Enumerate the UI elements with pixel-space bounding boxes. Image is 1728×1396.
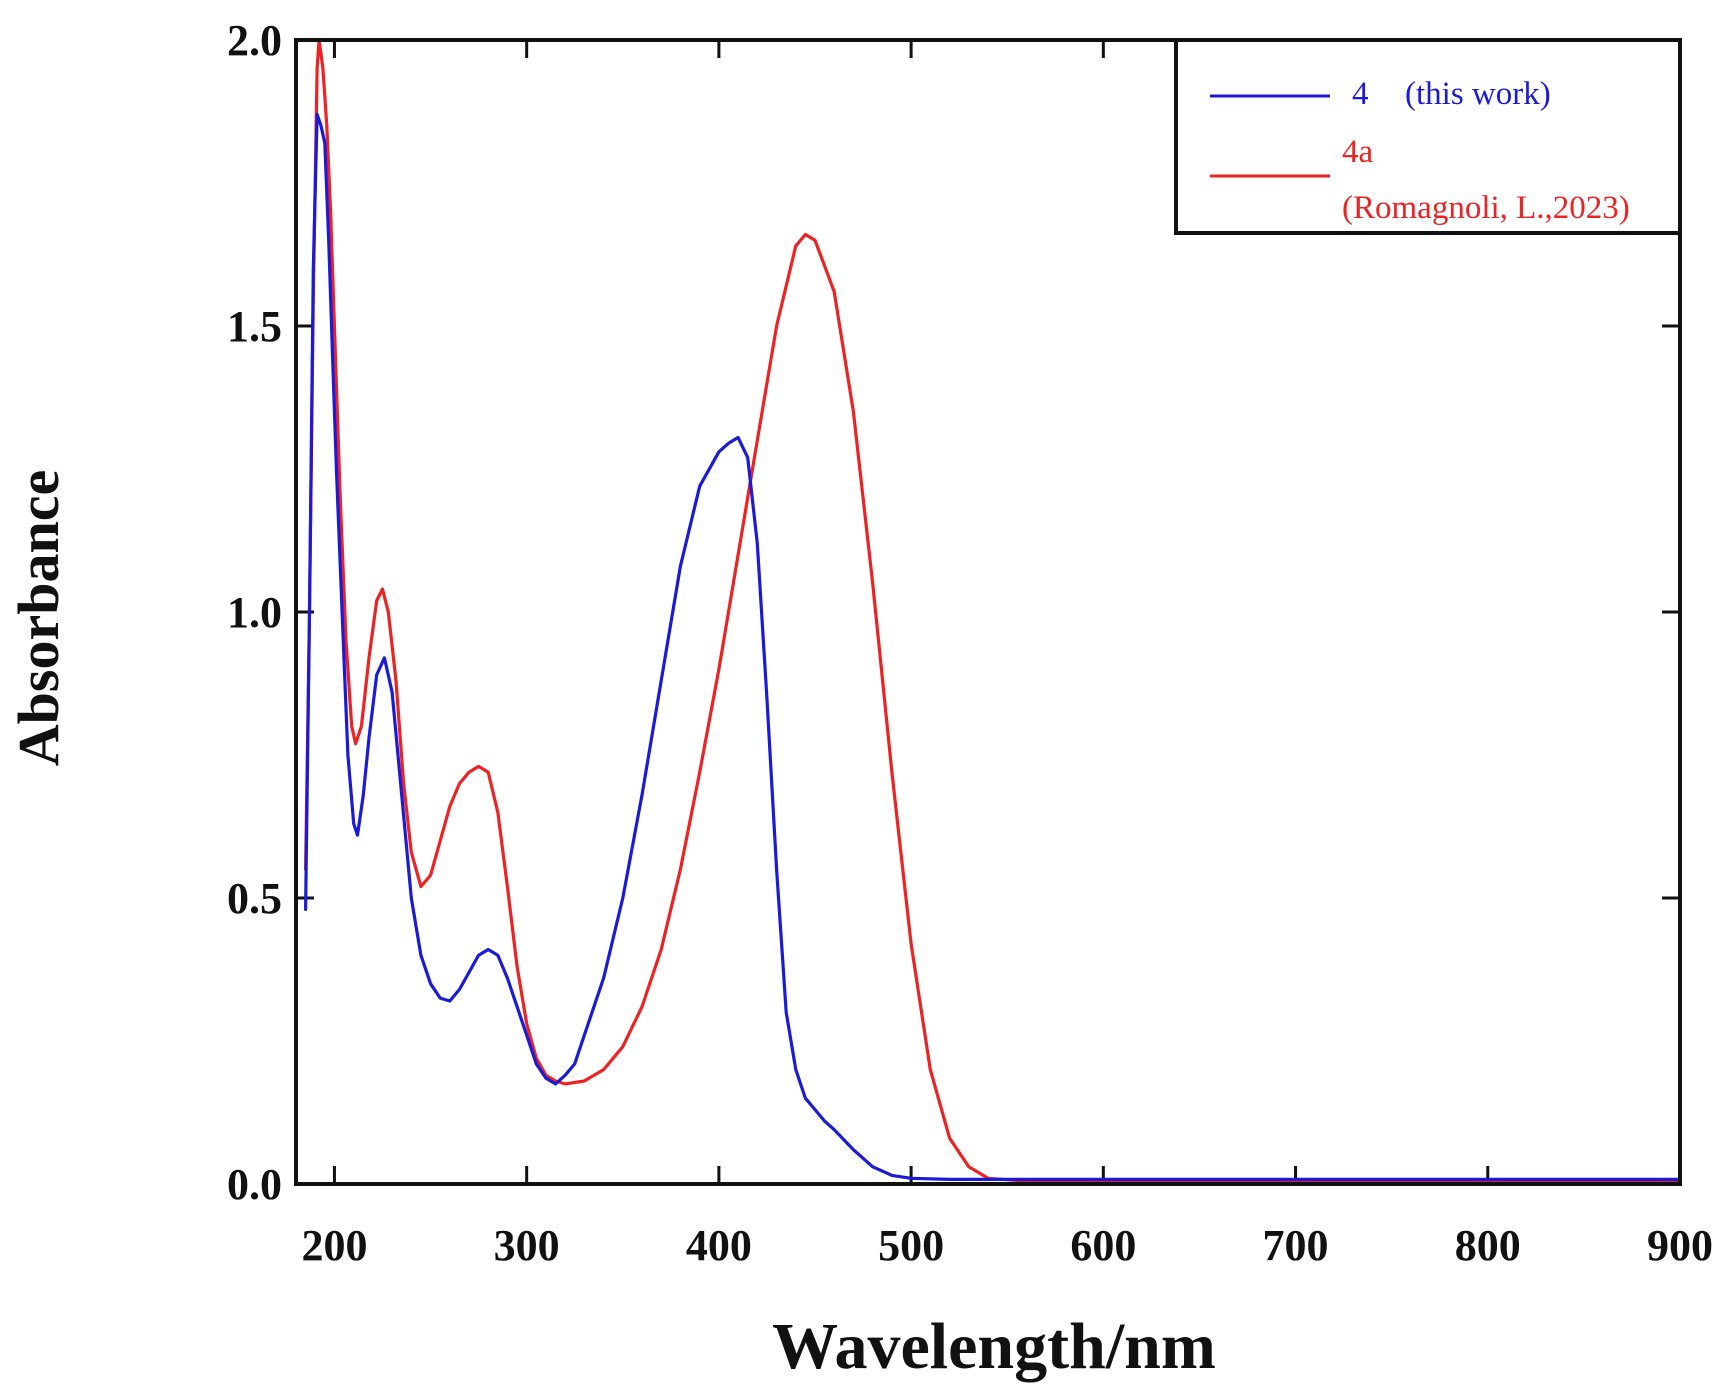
x-tick-label-600: 600 bbox=[1070, 1221, 1136, 1270]
y-tick-labels: 0.0 0.5 1.0 1.5 2.0 bbox=[227, 16, 282, 1209]
y-tick-label-1.5: 1.5 bbox=[227, 302, 282, 351]
x-tick-label-200: 200 bbox=[301, 1221, 367, 1270]
legend-box bbox=[1174, 38, 1682, 235]
legend-label-4a: 4a bbox=[1342, 134, 1374, 170]
y-tick-label-0.0: 0.0 bbox=[227, 1160, 282, 1209]
y-axis-title: Absorbance bbox=[6, 470, 71, 766]
x-tick-label-700: 700 bbox=[1263, 1221, 1329, 1270]
x-tick-label-900: 900 bbox=[1647, 1221, 1713, 1270]
series-line-4a bbox=[304, 38, 1682, 1184]
x-tick-label-400: 400 bbox=[686, 1221, 752, 1270]
legend: 4 (this work) 4a (Romagnoli, L.,2023) bbox=[1174, 38, 1682, 235]
plot-frame bbox=[294, 38, 1682, 1186]
x-tick-label-500: 500 bbox=[878, 1221, 944, 1270]
legend-note-4a: (Romagnoli, L.,2023) bbox=[1342, 190, 1630, 226]
x-tick-labels: 200 300 400 500 600 700 800 900 bbox=[301, 1221, 1713, 1270]
y-tick-label-1.0: 1.0 bbox=[227, 588, 282, 637]
series-layer bbox=[304, 38, 1682, 1184]
legend-label-4: 4 bbox=[1352, 76, 1369, 112]
legend-note-4: (this work) bbox=[1405, 76, 1551, 112]
x-tick-label-800: 800 bbox=[1455, 1221, 1521, 1270]
x-axis-title: Wavelength/nm bbox=[772, 1310, 1216, 1383]
x-tick-label-300: 300 bbox=[494, 1221, 560, 1270]
y-tick-label-2.0: 2.0 bbox=[227, 16, 282, 65]
series-line-4 bbox=[304, 112, 1682, 1181]
y-tick-label-0.5: 0.5 bbox=[227, 874, 282, 923]
